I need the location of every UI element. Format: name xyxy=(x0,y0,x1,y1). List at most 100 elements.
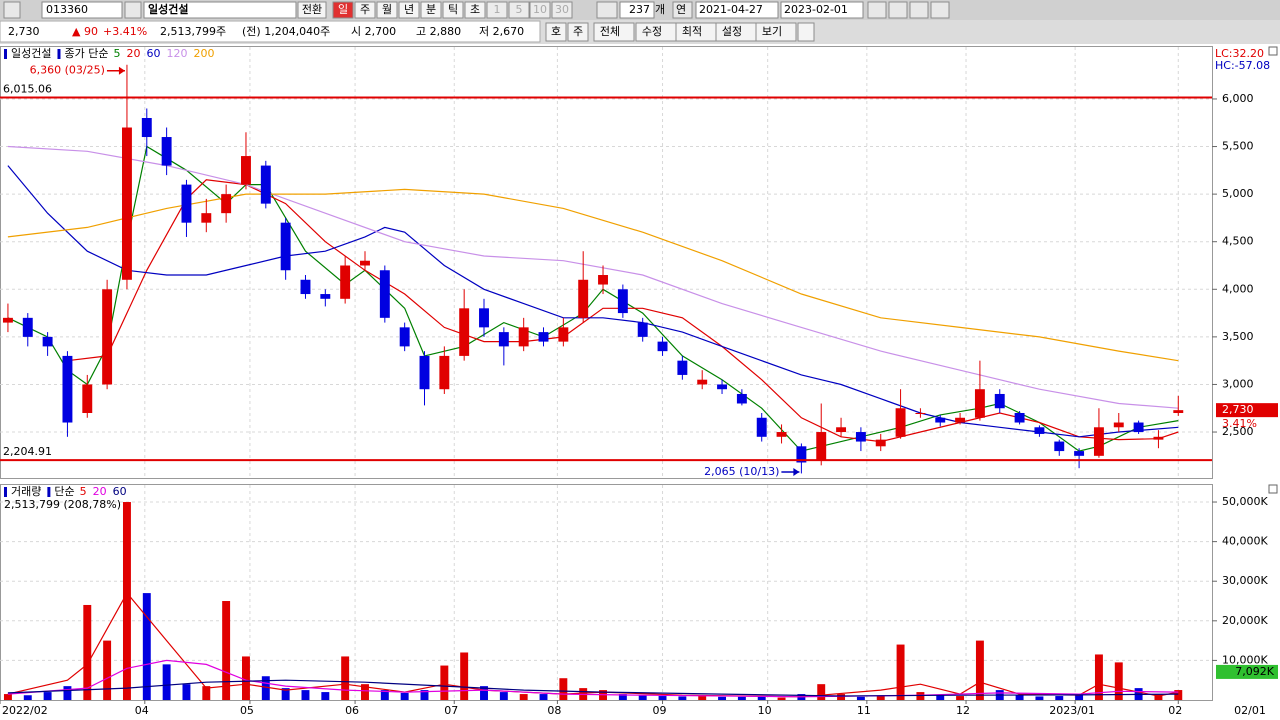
candle-body xyxy=(1113,422,1124,428)
tool-button[interactable] xyxy=(567,22,589,42)
y-tick-label: 3,000 xyxy=(1222,377,1254,390)
candle-body xyxy=(717,384,728,390)
toolbar-button-label: 월 xyxy=(382,3,392,16)
tool-button-label: 호 xyxy=(551,25,561,38)
x-tick-label: 06 xyxy=(345,704,359,717)
volume-bar xyxy=(83,604,92,700)
toolbar-button[interactable] xyxy=(376,1,398,19)
print-button[interactable] xyxy=(867,1,887,19)
stock-name: 일성건설 xyxy=(148,2,188,16)
reference-label: 2,204.91 xyxy=(3,445,52,458)
corner-label: LC:32.20 xyxy=(1215,47,1264,60)
candle-body xyxy=(855,432,866,442)
favorite-button[interactable] xyxy=(124,1,142,19)
y-tick-label: 50,000K xyxy=(1222,495,1268,508)
candle-body xyxy=(498,332,509,347)
end-button[interactable] xyxy=(930,1,950,19)
candle-body xyxy=(1074,451,1085,456)
toolbar-button[interactable] xyxy=(508,1,530,19)
volume-bar xyxy=(341,656,350,700)
volume-bar xyxy=(261,676,270,700)
toolbar-button-label: 30 xyxy=(555,3,569,16)
info-bar xyxy=(0,20,541,43)
name-box xyxy=(143,1,297,19)
down-button[interactable] xyxy=(596,1,618,19)
toolbar-button[interactable] xyxy=(420,1,442,19)
volume-bar xyxy=(777,697,786,700)
code-input[interactable] xyxy=(41,1,123,19)
toolbar-button-label: 10 xyxy=(533,3,547,16)
candle-body xyxy=(280,222,291,271)
tool-button[interactable] xyxy=(755,22,797,42)
candle-body xyxy=(42,336,53,347)
volume-bar xyxy=(43,692,52,700)
prev-button[interactable] xyxy=(888,1,908,19)
volume-bar xyxy=(281,688,290,700)
x-tick-label: 2023/01 xyxy=(1049,704,1095,717)
toolbar-button[interactable] xyxy=(529,1,551,19)
volume-value-label: 2,513,799 (208,78%) xyxy=(4,498,121,511)
volume-bar xyxy=(1035,696,1044,700)
volume-bar xyxy=(420,690,429,700)
volume-bar xyxy=(956,696,965,700)
pane-toggle[interactable] xyxy=(1268,46,1278,56)
toolbar-button[interactable] xyxy=(398,1,420,19)
tool-button[interactable] xyxy=(545,22,567,42)
x-tick-label: 08 xyxy=(547,704,561,717)
toolbar-button[interactable] xyxy=(297,1,327,19)
toolbar-button[interactable] xyxy=(464,1,486,19)
start-date[interactable] xyxy=(695,1,779,19)
candle-body xyxy=(1054,441,1065,452)
pane-toggle[interactable] xyxy=(1268,484,1278,494)
tool-button[interactable] xyxy=(593,22,635,42)
candle-body xyxy=(360,260,370,266)
period-button[interactable] xyxy=(672,1,693,19)
volume-bar xyxy=(361,684,369,700)
volume-bar xyxy=(618,694,627,700)
settings-button[interactable] xyxy=(797,22,815,42)
candle-body xyxy=(974,389,985,418)
next-button[interactable] xyxy=(909,1,929,19)
annotation: 6,360 (03/25) xyxy=(30,64,105,77)
candle-body xyxy=(439,355,450,390)
menu-button[interactable] xyxy=(3,1,21,19)
last-value-label: 2,730 xyxy=(1222,403,1254,416)
candle-body xyxy=(538,332,549,342)
tool-button-label: 주 xyxy=(573,25,583,38)
reference-label: 6,015.06 xyxy=(3,83,52,96)
toolbar-button[interactable] xyxy=(486,1,508,19)
volume-bar xyxy=(3,694,12,700)
arrow-head xyxy=(118,66,125,75)
volume-bar xyxy=(718,696,727,700)
y-tick-label: 10,000K xyxy=(1222,653,1268,666)
candle-body xyxy=(201,213,212,223)
candle-body xyxy=(22,317,33,337)
y-tick-label: 40,000K xyxy=(1222,535,1268,548)
end-date[interactable] xyxy=(780,1,864,19)
toolbar-button[interactable] xyxy=(332,1,354,19)
toolbar-button-label: 분 xyxy=(426,3,436,16)
candle-body xyxy=(102,289,113,385)
x-tick-label: 09 xyxy=(653,704,667,717)
toolbar-button[interactable] xyxy=(442,1,464,19)
legend-entry: 120 xyxy=(166,47,187,60)
volume-bar xyxy=(142,593,151,700)
volume-bar xyxy=(162,664,171,700)
legend-ma-label: 종가 단순 xyxy=(64,47,108,60)
toolbar-button[interactable] xyxy=(354,1,376,19)
volume-bar xyxy=(1075,694,1084,700)
count-input[interactable] xyxy=(619,1,655,19)
volume-bar xyxy=(698,696,707,700)
last-value-tag xyxy=(1216,403,1278,418)
volume-bar xyxy=(1174,690,1183,700)
price: 2,730 xyxy=(8,25,40,38)
volume-bar xyxy=(936,695,945,700)
legend-name: 일성건설 xyxy=(11,46,51,60)
toolbar-button[interactable] xyxy=(551,1,573,19)
volume-bar xyxy=(1094,654,1103,700)
y-tick-label: 5,500 xyxy=(1222,140,1254,153)
count: 237 xyxy=(629,3,650,16)
y-tick-label: 5,000 xyxy=(1222,187,1254,200)
candle-body xyxy=(578,279,589,318)
volume-bar xyxy=(678,696,687,700)
